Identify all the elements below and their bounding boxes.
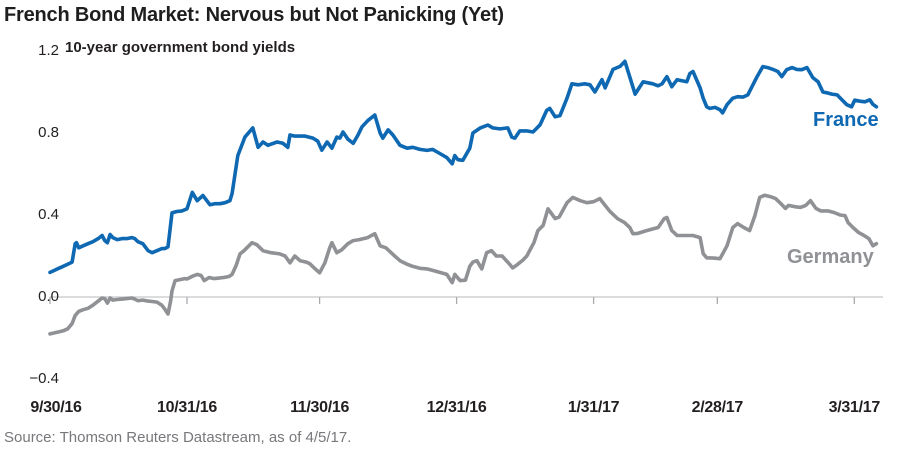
series-line-france xyxy=(48,59,879,275)
x-axis-label: 1/31/17 xyxy=(567,399,620,416)
series-label-germany: Germany xyxy=(787,246,874,268)
x-axis-label: 11/30/16 xyxy=(290,399,350,416)
y-axis-label: 1.2 xyxy=(38,42,59,59)
source-note: Source: Thomson Reuters Datastream, as o… xyxy=(4,429,352,446)
y-axis-label: −0.4 xyxy=(29,370,59,387)
x-axis-label: 3/31/17 xyxy=(828,399,881,416)
x-axis-label: 9/30/16 xyxy=(30,399,82,416)
y-axis-label: 0.0 xyxy=(38,288,59,305)
series-line-germany xyxy=(48,193,879,336)
x-axis-label: 10/31/16 xyxy=(157,399,217,416)
chart-subtitle: 10-year government bond yields xyxy=(65,39,296,56)
chart-title: French Bond Market: Nervous but Not Pani… xyxy=(4,4,504,26)
y-axis-label: 0.8 xyxy=(38,124,59,141)
y-axis-label: 0.4 xyxy=(38,206,59,223)
x-axis-label: 2/28/17 xyxy=(691,399,744,416)
x-axis-label: 12/31/16 xyxy=(426,399,487,416)
series-label-france: France xyxy=(813,109,879,131)
